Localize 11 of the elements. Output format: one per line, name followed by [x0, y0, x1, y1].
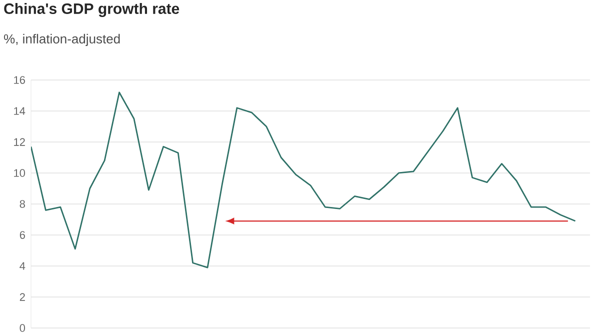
y-tick-label: 6: [20, 231, 25, 239]
y-tick-label: 14: [14, 107, 26, 115]
y-tick-label: 4: [20, 262, 26, 270]
chart-subtitle: %, inflation-adjusted: [4, 34, 120, 46]
y-tick-label: 12: [14, 138, 25, 146]
y-tick-label: 0: [20, 324, 26, 332]
chart-title: China's GDP growth rate: [4, 2, 180, 18]
y-tick-label: 16: [14, 76, 25, 84]
y-tick-label: 2: [20, 293, 25, 301]
y-tick-label: 10: [14, 169, 26, 177]
y-tick-label: 8: [20, 200, 25, 208]
